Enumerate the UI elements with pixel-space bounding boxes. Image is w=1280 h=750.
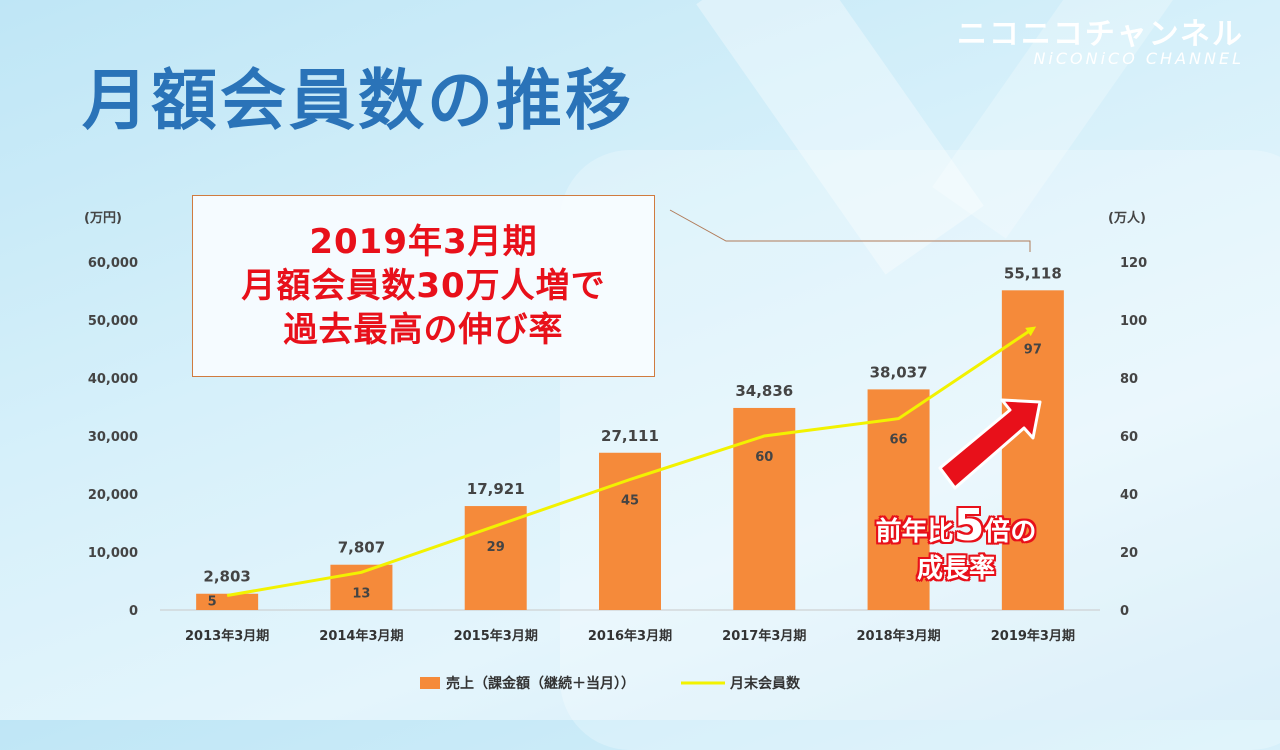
y-right-tick-label: 80 bbox=[1120, 372, 1138, 387]
bar-value-label: 38,037 bbox=[870, 363, 928, 381]
y-left-tick-label: 20,000 bbox=[88, 488, 138, 503]
callout-line-1: 2019年3月期 bbox=[309, 221, 538, 262]
page-title: 月額会員数の推移 bbox=[82, 62, 634, 139]
y-left-tick-label: 50,000 bbox=[88, 314, 138, 329]
y-right-tick-label: 100 bbox=[1120, 314, 1147, 329]
logo-sub-text: NiCONiCO CHANNEL bbox=[1033, 49, 1244, 68]
bar bbox=[464, 506, 527, 610]
y-left-tick-label: 10,000 bbox=[88, 546, 138, 561]
y-right-tick-label: 60 bbox=[1120, 430, 1138, 445]
callout-line-2: 月額会員数30万人増で bbox=[241, 265, 606, 306]
growth-line-2: 成長率 bbox=[916, 553, 995, 584]
y-left-tick-label: 60,000 bbox=[88, 256, 138, 271]
bar-value-label: 55,118 bbox=[1004, 264, 1062, 282]
x-tick-label: 2013年3月期 bbox=[185, 628, 269, 644]
line-value-label: 97 bbox=[1024, 343, 1042, 358]
y-right-tick-label: 20 bbox=[1120, 546, 1138, 561]
red-arrow-icon bbox=[938, 398, 1042, 490]
y-left-tick-label: 30,000 bbox=[88, 430, 138, 445]
line-value-label: 29 bbox=[487, 540, 505, 555]
y-right-tick-label: 120 bbox=[1120, 256, 1147, 271]
line-value-label: 45 bbox=[621, 494, 639, 509]
line-value-label: 5 bbox=[208, 595, 217, 610]
bar-value-label: 2,803 bbox=[203, 568, 250, 586]
y-left-tick-label: 40,000 bbox=[88, 372, 138, 387]
y-left-unit: (万円) bbox=[84, 211, 122, 226]
bar bbox=[867, 389, 930, 610]
y-right-unit: (万人) bbox=[1108, 210, 1146, 226]
x-tick-label: 2019年3月期 bbox=[991, 628, 1075, 644]
x-tick-label: 2014年3月期 bbox=[319, 628, 403, 644]
bar-value-label: 7,807 bbox=[338, 539, 385, 557]
line-value-label: 13 bbox=[352, 586, 370, 601]
callout-line-3: 過去最高の伸び率 bbox=[283, 310, 564, 351]
y-left-tick-label: 0 bbox=[129, 604, 138, 619]
growth-annotation: 前年比5倍の 成長率 bbox=[846, 500, 1066, 587]
y-right-tick-label: 40 bbox=[1120, 488, 1138, 503]
legend-label-line: 月末会員数 bbox=[729, 675, 801, 692]
bar bbox=[733, 407, 796, 610]
callout-box: 2019年3月期 月額会員数30万人増で 過去最高の伸び率 bbox=[192, 195, 655, 377]
legend-swatch-bar bbox=[420, 677, 440, 689]
line-value-label: 66 bbox=[890, 433, 908, 448]
bar-value-label: 34,836 bbox=[735, 382, 793, 400]
x-tick-label: 2017年3月期 bbox=[722, 628, 806, 644]
x-tick-label: 2018年3月期 bbox=[856, 628, 940, 644]
x-tick-label: 2016年3月期 bbox=[588, 628, 672, 644]
channel-logo: ニコニコチャンネル NiCONiCO CHANNEL bbox=[957, 18, 1244, 67]
callout-connector-line bbox=[669, 209, 1031, 252]
legend-label-bar: 売上（課金額（継続＋当月）） bbox=[446, 675, 635, 692]
x-tick-label: 2015年3月期 bbox=[454, 628, 538, 644]
growth-prefix: 前年比 bbox=[875, 517, 954, 547]
bar bbox=[196, 593, 259, 610]
member-count-line bbox=[226, 326, 1037, 597]
chart: (万円) 0 10,000 20,000 30,000 40,000 50,000 60,00… bbox=[84, 209, 1147, 692]
bar-value-label: 17,921 bbox=[467, 480, 525, 498]
growth-number: 5 bbox=[953, 500, 985, 551]
bar bbox=[599, 452, 661, 610]
logo-main-text: ニコニコチャンネル bbox=[956, 17, 1244, 52]
line-value-label: 60 bbox=[755, 450, 773, 465]
growth-suffix: 倍の bbox=[984, 517, 1037, 547]
y-right-tick-label: 0 bbox=[1120, 604, 1129, 619]
bar-value-label: 27,111 bbox=[601, 427, 659, 445]
